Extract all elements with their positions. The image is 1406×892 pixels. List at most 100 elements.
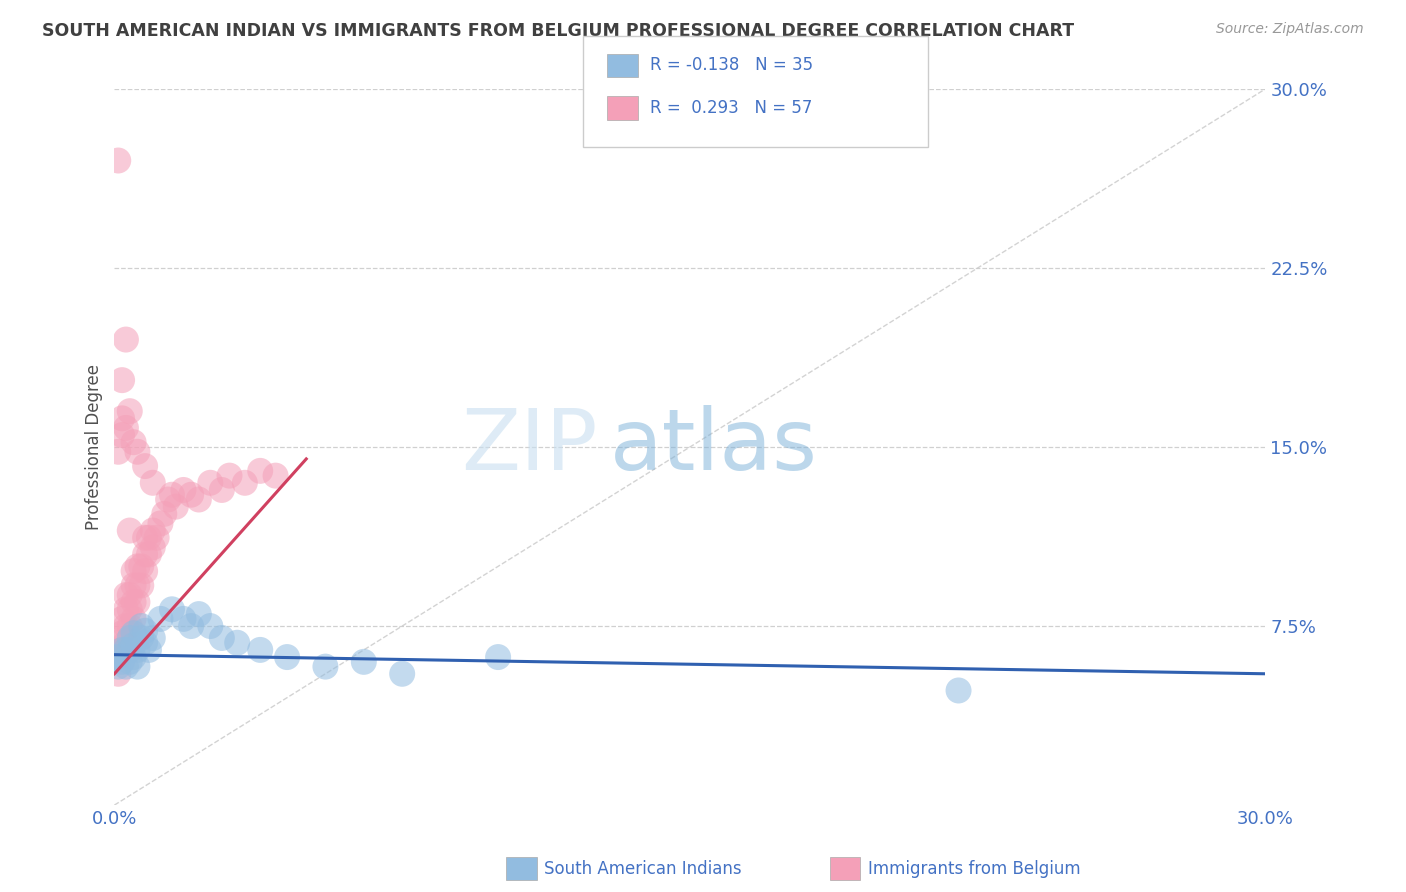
Point <box>111 626 134 640</box>
Point <box>122 578 145 592</box>
Point <box>180 619 202 633</box>
Point <box>165 500 187 514</box>
Point <box>149 516 172 531</box>
Point <box>118 619 141 633</box>
Point <box>127 659 149 673</box>
Point <box>111 612 134 626</box>
Point <box>187 492 209 507</box>
Point <box>149 612 172 626</box>
Point <box>142 475 165 490</box>
Point <box>127 595 149 609</box>
Point <box>134 548 156 562</box>
Point <box>122 638 145 652</box>
Point <box>138 531 160 545</box>
Point <box>111 643 134 657</box>
Point <box>111 373 134 387</box>
Point <box>122 650 145 665</box>
Point <box>118 524 141 538</box>
Point <box>486 650 509 665</box>
Point <box>107 636 129 650</box>
Point <box>226 636 249 650</box>
Point <box>172 612 194 626</box>
Point <box>233 475 256 490</box>
Point <box>391 666 413 681</box>
Point <box>115 333 138 347</box>
Point <box>134 636 156 650</box>
Point <box>118 655 141 669</box>
Point <box>218 468 240 483</box>
Point <box>948 683 970 698</box>
Point <box>314 659 336 673</box>
Point <box>107 650 129 665</box>
Point <box>118 643 141 657</box>
Point <box>160 602 183 616</box>
Point <box>127 578 149 592</box>
Text: Immigrants from Belgium: Immigrants from Belgium <box>868 860 1080 878</box>
Point <box>127 444 149 458</box>
Point <box>115 659 138 673</box>
Point <box>134 531 156 545</box>
Text: R = -0.138   N = 35: R = -0.138 N = 35 <box>650 56 813 74</box>
Point <box>200 619 222 633</box>
Point <box>115 602 138 616</box>
Point <box>115 619 138 633</box>
Point <box>115 636 138 650</box>
Point <box>145 531 167 545</box>
Point <box>134 624 156 638</box>
Point <box>134 459 156 474</box>
Point <box>180 488 202 502</box>
Point <box>353 655 375 669</box>
Point <box>211 483 233 497</box>
Text: ZIP: ZIP <box>461 406 598 489</box>
Point <box>249 464 271 478</box>
Point <box>264 468 287 483</box>
Point <box>118 602 141 616</box>
Text: R =  0.293   N = 57: R = 0.293 N = 57 <box>650 99 811 117</box>
Point <box>249 643 271 657</box>
Point <box>122 595 145 609</box>
Point <box>153 507 176 521</box>
Point <box>172 483 194 497</box>
Point <box>107 659 129 673</box>
Point <box>129 559 152 574</box>
Point <box>111 428 134 442</box>
Point <box>122 612 145 626</box>
Point <box>142 541 165 555</box>
Text: atlas: atlas <box>609 406 817 489</box>
Point <box>127 643 149 657</box>
Point <box>115 643 138 657</box>
Point <box>107 153 129 168</box>
Point <box>129 578 152 592</box>
Point <box>134 564 156 578</box>
Point <box>142 524 165 538</box>
Text: South American Indians: South American Indians <box>544 860 742 878</box>
Point <box>138 548 160 562</box>
Point <box>111 643 134 657</box>
Point <box>107 444 129 458</box>
Point <box>138 643 160 657</box>
Point <box>118 588 141 602</box>
Point <box>129 619 152 633</box>
Text: Source: ZipAtlas.com: Source: ZipAtlas.com <box>1216 22 1364 37</box>
Point <box>276 650 298 665</box>
Point <box>122 626 145 640</box>
Point <box>118 404 141 418</box>
Point <box>157 492 180 507</box>
Point <box>122 564 145 578</box>
Point <box>160 488 183 502</box>
Point <box>122 435 145 450</box>
Point <box>118 631 141 645</box>
Point <box>115 421 138 435</box>
Point <box>115 588 138 602</box>
Point <box>200 475 222 490</box>
Point <box>187 607 209 621</box>
Y-axis label: Professional Degree: Professional Degree <box>86 364 103 530</box>
Point <box>127 559 149 574</box>
Point <box>142 631 165 645</box>
Point <box>107 666 129 681</box>
Point <box>111 655 134 669</box>
Text: SOUTH AMERICAN INDIAN VS IMMIGRANTS FROM BELGIUM PROFESSIONAL DEGREE CORRELATION: SOUTH AMERICAN INDIAN VS IMMIGRANTS FROM… <box>42 22 1074 40</box>
Point <box>129 631 152 645</box>
Point <box>111 411 134 425</box>
Point <box>211 631 233 645</box>
